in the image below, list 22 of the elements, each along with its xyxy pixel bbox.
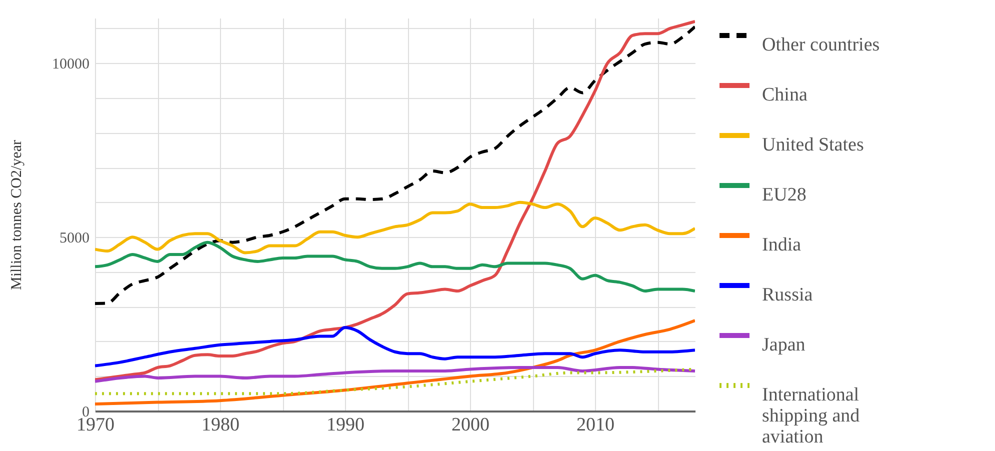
legend-label: Russia [762,284,814,306]
line-series [95,240,695,293]
x-tick-label: 2010 [576,414,614,436]
legend-label: International shipping and aviation [762,384,860,448]
line-series [95,326,695,368]
legend-label: EU28 [762,184,806,206]
x-tick-label: 1980 [202,414,240,436]
legend-label: Other countries [762,34,880,56]
legend-label: Japan [762,334,806,356]
x-tick-label: 1990 [326,414,364,436]
line-series [95,25,695,306]
line-series [95,200,695,254]
y-tick-label: 5000 [60,230,90,247]
y-tick-label: 10000 [52,56,90,73]
legend-label: China [762,84,808,106]
line-series [95,20,695,382]
legend-label: United States [762,134,864,156]
y-axis-title: Million tonnes CO2/year [9,140,25,290]
line-series [95,319,695,406]
x-tick-label: 2000 [452,414,490,436]
line-series [95,366,695,383]
legend-label: India [762,234,802,256]
